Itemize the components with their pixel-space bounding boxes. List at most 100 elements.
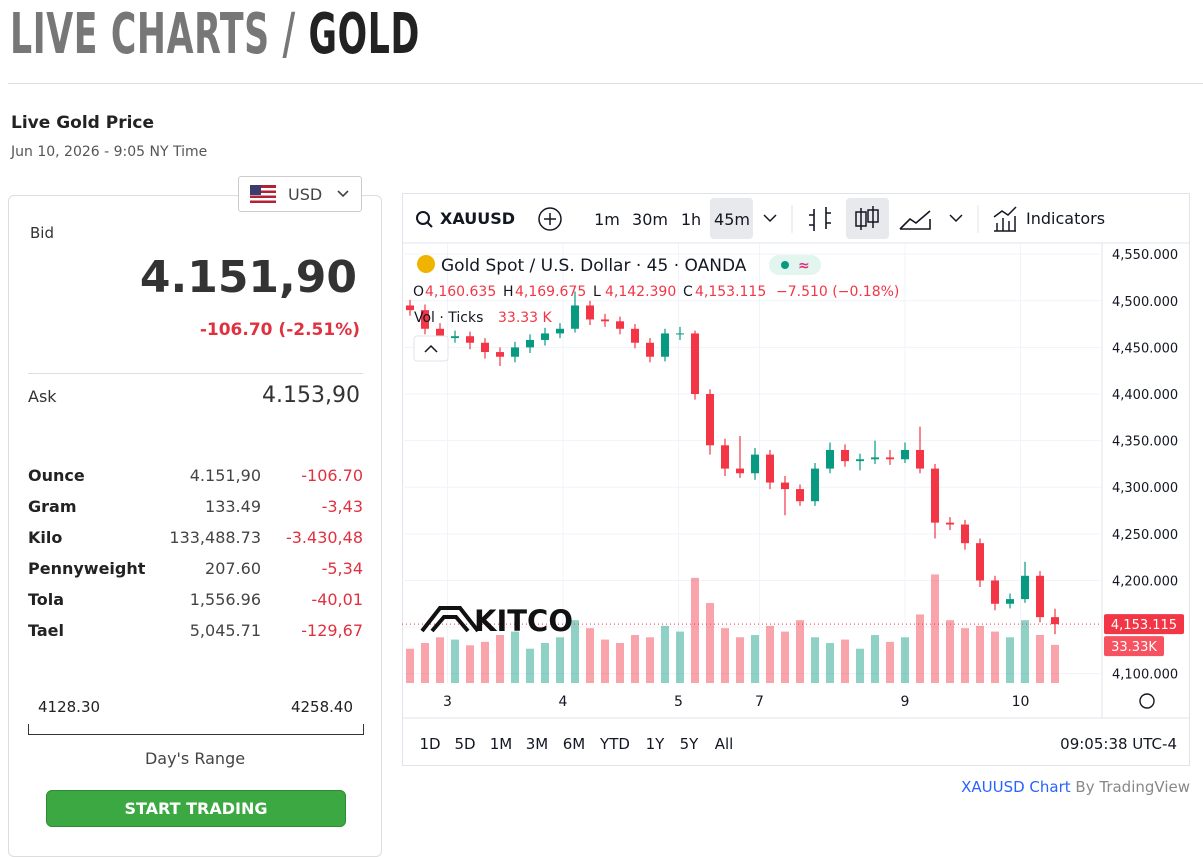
unit-change: -3,43: [321, 497, 363, 516]
attribution: XAUUSD Chart By TradingView: [961, 778, 1190, 796]
unit-name: Pennyweight: [28, 559, 146, 578]
y-tick-label: 4,100.000: [1112, 668, 1178, 683]
range-button[interactable]: 5D: [454, 735, 475, 753]
symbol[interactable]: XAUUSD: [440, 209, 515, 228]
volume-label: Vol · Ticks: [414, 310, 483, 326]
search-icon[interactable]: [416, 211, 430, 225]
volume-bar: [466, 645, 474, 683]
widget-frame: [402, 193, 1190, 766]
area-icon[interactable]: [899, 210, 931, 230]
interval-button[interactable]: 45m: [714, 210, 750, 229]
attribution-link[interactable]: XAUUSD Chart: [961, 778, 1071, 796]
volume-bar: [451, 639, 459, 683]
candle-body: [811, 468, 819, 502]
chevron: [337, 190, 349, 198]
x-tick-label: 3: [443, 694, 452, 710]
unit-change: -40,01: [311, 590, 363, 609]
unit-price: 133,488.73: [169, 528, 261, 547]
page: {"header": {"title_prefix": "LIVE CHARTS…: [8, 2, 1203, 857]
candle-body: [436, 328, 444, 339]
candle-body: [796, 489, 804, 502]
unit-name: Ounce: [28, 466, 85, 485]
chevron[interactable]: [763, 214, 777, 223]
candle-body: [841, 449, 849, 462]
candle-body: [496, 352, 504, 357]
range-button[interactable]: All: [715, 735, 734, 753]
currency-dropdown[interactable]: USD: [238, 176, 362, 212]
brand: KITCO: [474, 604, 573, 638]
chevron[interactable]: [949, 214, 963, 223]
volume-bar: [496, 635, 504, 683]
interval-button[interactable]: 1m: [594, 210, 620, 229]
ohlc-value: 4,160.635: [425, 284, 496, 300]
unit-change: -5,34: [321, 559, 363, 578]
candle-body: [901, 449, 909, 460]
unit-name: Gram: [28, 497, 77, 516]
candle-body: [586, 305, 594, 320]
settings-icon[interactable]: [1139, 693, 1155, 709]
start-trading-button[interactable]: START TRADING: [46, 790, 346, 827]
volume-bar: [721, 628, 729, 683]
volume-bar: [646, 637, 654, 683]
range-button[interactable]: 1D: [419, 735, 440, 753]
indicators-button[interactable]: Indicators: [1026, 209, 1105, 228]
candles-icon[interactable]: [855, 206, 879, 230]
y-tick-label: 4,200.000: [1112, 574, 1178, 589]
candle-body: [976, 543, 984, 581]
volume-bar: [961, 628, 969, 683]
volume-bar: [631, 635, 639, 683]
ohlc-legend: O 4,160.635 H 4,169.675 L 4,142.390 C 4,153.115…: [413, 284, 899, 300]
volume-bar: [901, 637, 909, 683]
add-symbol-button[interactable]: [538, 207, 562, 231]
range-button[interactable]: 3M: [526, 735, 549, 753]
interval-button[interactable]: 1h: [681, 210, 701, 229]
volume-bar: [706, 603, 714, 683]
status-dot: [781, 261, 789, 269]
candle-body: [556, 328, 564, 334]
volume-bar: [976, 625, 984, 683]
indicators-icon[interactable]: [993, 206, 1017, 232]
volume-bar: [1006, 637, 1014, 683]
chart-widget: XAUUSD 1m 30m 1h 45m Indicators 4,550.0004,…: [402, 193, 1190, 766]
volume-bar: [871, 635, 879, 683]
volume-bar: [616, 643, 624, 683]
y-tick-label: 4,400.000: [1112, 388, 1178, 403]
interval-button[interactable]: 30m: [632, 210, 668, 229]
range-button[interactable]: 1Y: [646, 735, 666, 753]
volume-bar: [796, 620, 804, 683]
candle-body: [646, 342, 654, 357]
volume-bar: [916, 614, 924, 683]
range-button[interactable]: 5Y: [680, 735, 700, 753]
unit-price: 1,556.96: [189, 590, 261, 609]
range-button[interactable]: 1M: [490, 735, 513, 753]
volume-bar: [1051, 644, 1059, 683]
volume-bar: [541, 643, 549, 683]
volume-bar: [991, 631, 999, 683]
candle-body: [541, 333, 549, 340]
volume-bar: [406, 648, 414, 683]
range-button[interactable]: YTD: [599, 735, 630, 753]
volume-bar: [946, 620, 954, 683]
bars-icon[interactable]: [809, 207, 831, 231]
candle-body: [466, 336, 474, 343]
page-body: LIVE CHARTS / GOLD Live Gold Price Jun 1…: [8, 2, 1203, 857]
title-prefix: LIVE CHARTS /: [10, 2, 296, 67]
ohlc-value: 4,142.390: [605, 284, 676, 300]
volume-bar: [526, 648, 534, 683]
ohlc-value: 4,169.675: [515, 284, 586, 300]
volume-bar: [481, 641, 489, 683]
ohlc-key: H: [503, 284, 514, 300]
candle-body: [406, 305, 414, 311]
candle-body: [946, 522, 954, 525]
y-tick-label: 4,250.000: [1112, 528, 1178, 543]
range-button[interactable]: 6M: [563, 735, 586, 753]
unit-change: -3.430,48: [285, 528, 363, 547]
collapse-button[interactable]: [413, 335, 449, 362]
candle-body: [661, 333, 669, 357]
unit-change: -106.70: [301, 466, 363, 485]
candle-body: [931, 468, 939, 523]
status-icon: ≈: [798, 258, 810, 274]
last-price-label: 4,153.115: [1111, 618, 1177, 633]
volume-value: 33.33 K: [498, 310, 553, 326]
x-tick-label: 9: [901, 694, 910, 710]
